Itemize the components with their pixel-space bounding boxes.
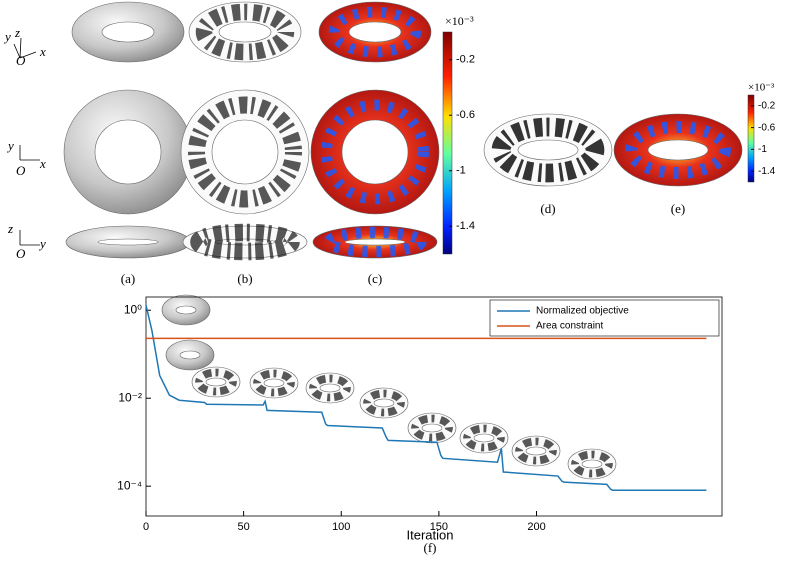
axis-letter: O (16, 53, 26, 68)
y-tick-label: 10⁻⁴ (117, 478, 142, 492)
axis-letter: z (14, 25, 20, 40)
torus-pattern (187, 96, 303, 208)
y-tick-label: 10⁰ (124, 302, 142, 316)
x-tick-label: 50 (238, 521, 250, 533)
legend (489, 299, 720, 337)
torus-pattern (411, 414, 453, 442)
data-line (145, 305, 707, 491)
torus-pattern (253, 369, 295, 397)
x-tick-label: 100 (332, 521, 350, 533)
colorbar-tick-label: -1 (758, 144, 767, 155)
axis-letter: y (6, 138, 14, 153)
panel-label: (d) (540, 201, 555, 216)
torus-pattern (515, 437, 557, 465)
axis-letter: y (38, 236, 46, 251)
colorbar (747, 94, 755, 183)
x-tick-label: 0 (143, 521, 149, 533)
colorbar-label: ×10⁻³ (748, 82, 775, 94)
legend-label: Area constraint (536, 321, 603, 332)
panel-label: (f) (424, 540, 437, 555)
colorbar-tick-label: -1.4 (456, 220, 475, 232)
torus (318, 1, 432, 63)
y-tick-label: 10⁻² (118, 390, 142, 404)
torus-pattern (321, 99, 429, 205)
torus-pattern (190, 223, 300, 261)
panel-label: (e) (671, 201, 685, 216)
axis-letter: z (7, 221, 13, 236)
colorbar-tick-label: -0.2 (456, 54, 475, 66)
colorbar-tick-label: -0.2 (758, 101, 776, 112)
colorbar-tick-label: -1 (456, 165, 466, 177)
torus-pattern (328, 6, 422, 58)
colorbar-label: ×10⁻³ (445, 14, 474, 28)
torus (63, 89, 193, 215)
axis-letter: O (16, 246, 26, 261)
panel-label: (a) (121, 271, 135, 286)
axis-arrow (13, 43, 21, 59)
x-tick-label: 150 (430, 521, 448, 533)
torus-pattern (491, 117, 605, 183)
colorbar (442, 31, 453, 255)
torus-pattern (195, 3, 295, 61)
torus-pattern (309, 374, 351, 402)
torus (161, 294, 211, 326)
torus (71, 1, 185, 63)
torus-pattern (625, 121, 731, 179)
axis-letter: O (16, 163, 26, 178)
plot-frame (145, 296, 723, 517)
axis-letter: x (39, 44, 46, 59)
colorbar-tick-label: -0.6 (758, 122, 776, 133)
axis-arrow (19, 37, 22, 59)
torus-pattern (571, 450, 613, 478)
legend-label: Normalized objective (536, 306, 629, 317)
torus-pattern (363, 389, 405, 417)
colorbar-tick-label: -0.6 (456, 109, 475, 121)
panel-label: (b) (237, 271, 252, 286)
torus-pattern (195, 368, 237, 396)
x-axis-label: Iteration (407, 527, 454, 542)
torus-pattern (463, 424, 505, 452)
panel-label: (c) (368, 271, 382, 286)
axis-letter: x (39, 156, 46, 171)
colorbar-tick-label: -1.4 (758, 166, 776, 177)
torus-pattern (323, 226, 427, 258)
torus (65, 225, 191, 259)
torus-images (63, 1, 743, 480)
axis-arrow (19, 51, 37, 59)
torus (165, 339, 215, 371)
axis-letter: y (3, 29, 11, 44)
x-tick-label: 200 (527, 521, 545, 533)
